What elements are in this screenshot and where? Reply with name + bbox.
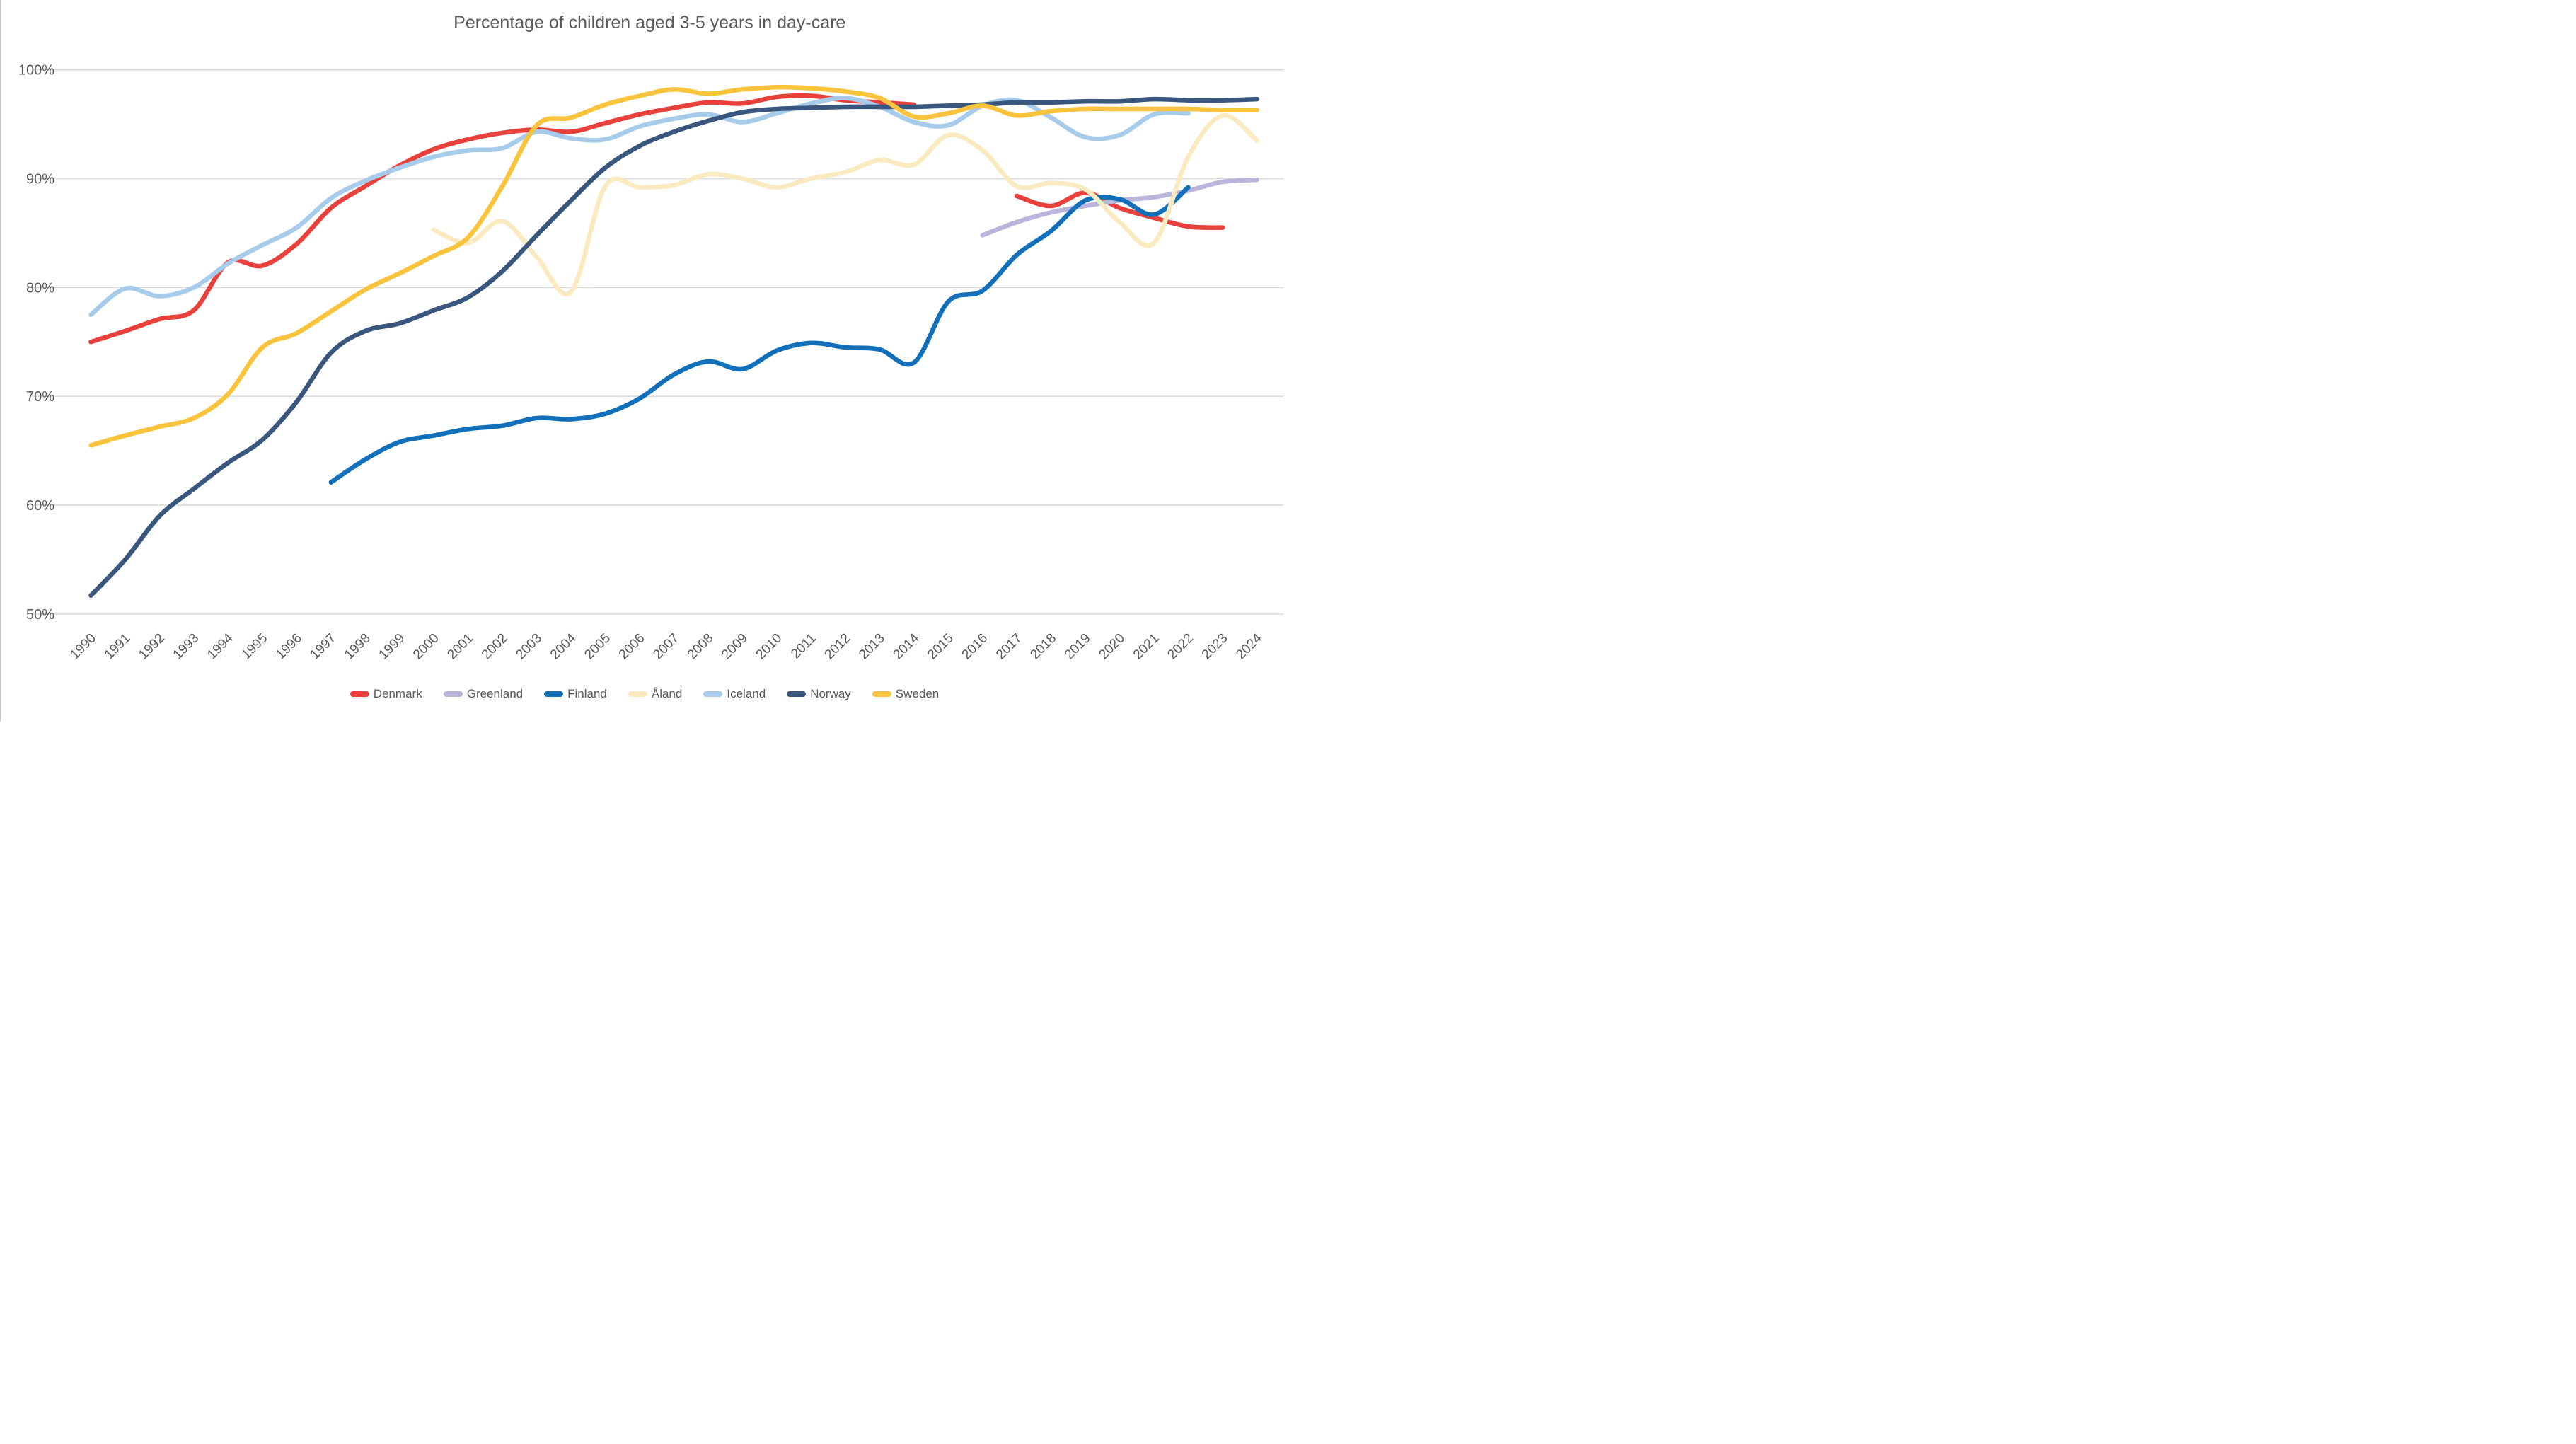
legend-swatch-sweden: [872, 691, 891, 697]
x-axis-tick-label: 2014: [891, 631, 923, 663]
x-axis-tick-label: 1999: [376, 631, 408, 663]
x-axis-tick-label: 1995: [239, 631, 271, 663]
series-line-denmark: [1014, 190, 1225, 230]
series-line-iceland: [88, 96, 1191, 318]
legend-swatch-greenland: [443, 691, 463, 697]
x-axis-tick-label: 1994: [204, 631, 236, 663]
x-axis-tick-label: 2009: [719, 631, 751, 663]
legend-item-norway: Norway: [787, 687, 851, 701]
y-axis-tick-label: 80%: [26, 280, 54, 296]
legend-item-sweden: Sweden: [872, 687, 939, 701]
x-axis-tick-label: 1997: [308, 631, 340, 663]
x-axis-tick-label: 2022: [1165, 631, 1196, 663]
x-axis-tick-label: 2010: [753, 631, 785, 663]
legend-swatch-norway: [787, 691, 807, 697]
chart-screenshot: 50% 60% 70% 80% 90% 100% 1990 1991 1992 1993 1994 1…: [0, 0, 1288, 722]
legend-item-greenland: Greenland: [443, 687, 524, 701]
x-axis-tick-label: 2004: [548, 631, 579, 663]
x-axis-tick-label: 2018: [1027, 631, 1059, 663]
x-axis-tick-label: 2006: [616, 631, 648, 663]
legend-swatch-finland: [544, 691, 564, 697]
x-axis-tick-label: 2013: [856, 631, 888, 663]
legend-label: Sweden: [895, 687, 940, 700]
legend-swatch-denmark: [350, 691, 369, 697]
legend-item-åland: Åland: [628, 687, 682, 701]
x-axis-tick-label: 1996: [273, 631, 305, 663]
x-axis-tick-label: 2001: [444, 631, 476, 663]
x-axis-tick-label: 2020: [1096, 631, 1128, 663]
x-axis-tick-label: 2003: [513, 631, 545, 663]
x-axis-tick-label: 2011: [788, 631, 819, 662]
legend-item-denmark: Denmark: [350, 687, 422, 701]
axis-labels-layer: 50%60%70%80%90%100%1990 1991 1992 1993 1994 1…: [18, 63, 1265, 663]
legend-swatch-åland: [628, 691, 647, 697]
legend-label: Greenland: [466, 687, 524, 700]
legend-label: Åland: [651, 687, 683, 700]
chart-title: Percentage of children aged 3-5 years in…: [454, 13, 845, 33]
legend-swatch-iceland: [703, 691, 723, 697]
y-axis-tick-label: 90%: [26, 171, 54, 187]
legend-label: Finland: [567, 687, 607, 700]
legend-item-finland: Finland: [544, 687, 607, 701]
y-axis-tick-label: 70%: [26, 389, 54, 405]
x-axis-tick-label: 2008: [685, 631, 717, 663]
legend-label: Iceland: [727, 687, 766, 700]
x-axis-tick-label: 1993: [171, 631, 202, 663]
series-line-norway: [88, 96, 1259, 599]
x-axis-tick-label: 2000: [410, 631, 442, 663]
gridlines-layer: [31, 69, 1284, 615]
chart-legend: Denmark Greenland Finland Åland Iceland Norwa…: [1, 687, 1288, 701]
x-axis-tick-label: 1998: [342, 631, 374, 663]
x-axis-tick-label: 1990: [67, 631, 99, 663]
y-axis-tick-label: 60%: [26, 498, 54, 514]
legend-item-iceland: Iceland: [703, 687, 766, 701]
x-axis-tick-label: 2024: [1233, 631, 1265, 663]
series-line-åland: [431, 112, 1259, 296]
x-axis-tick-label: 2015: [925, 631, 957, 663]
x-axis-tick-label: 2021: [1131, 631, 1162, 663]
x-axis-tick-label: 2017: [993, 631, 1025, 663]
legend-label: Norway: [810, 687, 851, 700]
x-axis-tick-label: 1991: [102, 631, 134, 663]
y-axis-tick-label: 100%: [18, 63, 54, 79]
x-axis-tick-label: 2007: [650, 631, 682, 663]
daycare-line-chart: 50%60%70%80%90%100%1990 1991 1992 1993 1994 1…: [18, 13, 1284, 663]
series-layer: [88, 84, 1259, 599]
y-axis-tick-label: 50%: [26, 607, 54, 623]
x-axis-tick-label: 2023: [1199, 631, 1231, 663]
x-axis-tick-label: 1992: [136, 631, 168, 663]
x-axis-tick-label: 2019: [1062, 631, 1094, 663]
x-axis-tick-label: 2012: [822, 631, 854, 663]
series-line-finland: [328, 185, 1191, 485]
x-axis-tick-label: 2016: [959, 631, 991, 663]
legend-label: Denmark: [373, 687, 422, 700]
x-axis-tick-label: 2002: [479, 631, 511, 663]
x-axis-tick-label: 2005: [582, 631, 613, 663]
series-line-sweden: [88, 84, 1259, 448]
